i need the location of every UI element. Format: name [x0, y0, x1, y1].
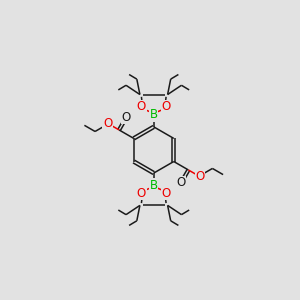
- Text: B: B: [150, 179, 158, 192]
- Text: O: O: [137, 100, 146, 113]
- Text: O: O: [103, 116, 112, 130]
- Text: O: O: [137, 187, 146, 200]
- Text: O: O: [122, 111, 131, 124]
- Text: O: O: [176, 176, 186, 189]
- Text: B: B: [150, 108, 158, 121]
- Text: O: O: [195, 170, 205, 183]
- Text: O: O: [161, 100, 171, 113]
- Text: O: O: [161, 187, 171, 200]
